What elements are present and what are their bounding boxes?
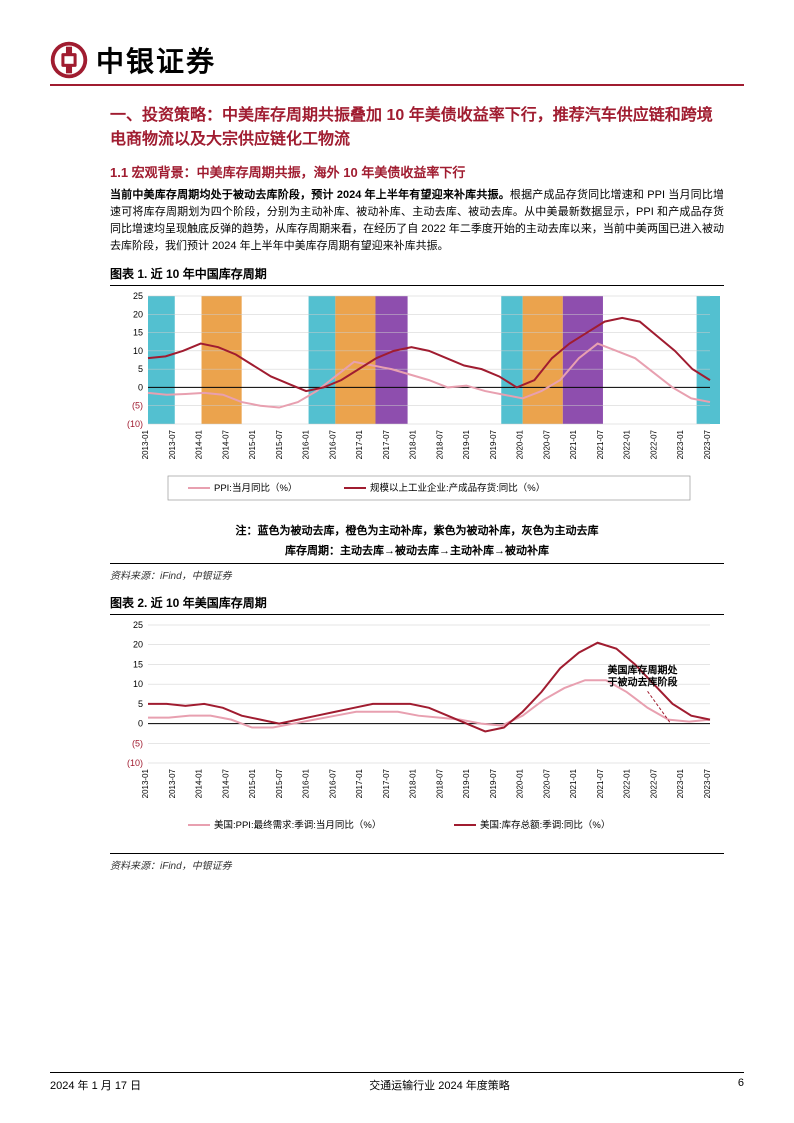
svg-text:2013-01: 2013-01 xyxy=(141,768,150,798)
svg-text:0: 0 xyxy=(138,383,143,393)
svg-text:2023-07: 2023-07 xyxy=(703,768,712,798)
svg-text:5: 5 xyxy=(138,364,143,374)
footer-page: 6 xyxy=(738,1077,744,1093)
svg-text:2020-01: 2020-01 xyxy=(516,768,525,798)
chart2-title: 图表 2. 近 10 年美国库存周期 xyxy=(110,594,724,615)
svg-text:2015-01: 2015-01 xyxy=(248,768,257,798)
svg-text:2022-01: 2022-01 xyxy=(623,768,632,798)
footer-date: 2024 年 1 月 17 日 xyxy=(50,1077,141,1093)
svg-text:2021-01: 2021-01 xyxy=(569,768,578,798)
svg-text:2023-01: 2023-01 xyxy=(676,430,685,460)
chart2: (10) (5) 0 5 10 15 20 25 2013-01 2013-07 2014-01 20… xyxy=(110,619,724,849)
svg-text:2017-07: 2017-07 xyxy=(382,768,391,798)
svg-text:美国:PPI:最终需求:季调:当月同比（%）: 美国:PPI:最终需求:季调:当月同比（%） xyxy=(214,819,381,831)
svg-text:15: 15 xyxy=(133,659,143,669)
svg-text:2014-07: 2014-07 xyxy=(221,768,230,798)
svg-text:于被动去库阶段: 于被动去库阶段 xyxy=(608,675,678,688)
svg-text:2015-07: 2015-07 xyxy=(275,430,284,460)
page-header: 中银证券 xyxy=(50,40,744,86)
svg-text:0: 0 xyxy=(138,719,143,729)
chart1-source: 资料来源：iFind，中银证券 xyxy=(110,563,724,582)
page-footer: 2024 年 1 月 17 日 交通运输行业 2024 年度策略 6 xyxy=(50,1072,744,1093)
svg-text:2017-01: 2017-01 xyxy=(355,430,364,460)
svg-text:2014-01: 2014-01 xyxy=(195,768,204,798)
svg-text:25: 25 xyxy=(133,291,143,301)
svg-text:2022-01: 2022-01 xyxy=(623,430,632,460)
svg-text:美国库存周期处: 美国库存周期处 xyxy=(608,663,679,676)
svg-text:(5): (5) xyxy=(132,401,143,411)
svg-text:2015-07: 2015-07 xyxy=(275,768,284,798)
svg-text:2021-01: 2021-01 xyxy=(569,430,578,460)
chart1-title: 图表 1. 近 10 年中国库存周期 xyxy=(110,265,724,286)
svg-text:2014-01: 2014-01 xyxy=(195,430,204,460)
svg-text:2022-07: 2022-07 xyxy=(649,430,658,460)
svg-text:2018-07: 2018-07 xyxy=(435,768,444,798)
chart1-svg: (10) (5) 0 5 10 15 20 25 2013-01 2013-07 2014-01 20… xyxy=(110,290,720,520)
svg-text:2017-01: 2017-01 xyxy=(355,768,364,798)
svg-text:2018-01: 2018-01 xyxy=(409,430,418,460)
svg-text:2023-07: 2023-07 xyxy=(703,430,712,460)
company-logo-icon xyxy=(50,41,88,79)
svg-text:2017-07: 2017-07 xyxy=(382,430,391,460)
svg-text:2016-07: 2016-07 xyxy=(328,430,337,460)
svg-text:2016-07: 2016-07 xyxy=(328,768,337,798)
paragraph: 当前中美库存周期均处于被动去库阶段，预计 2024 年上半年有望迎来补库共振。根… xyxy=(110,187,724,255)
svg-text:2016-01: 2016-01 xyxy=(302,768,311,798)
chart1: (10) (5) 0 5 10 15 20 25 2013-01 2013-07 2014-01 20… xyxy=(110,290,724,520)
svg-text:2019-01: 2019-01 xyxy=(462,430,471,460)
chart2-source: 资料来源：iFind，中银证券 xyxy=(110,853,724,872)
svg-text:5: 5 xyxy=(138,699,143,709)
brand-name: 中银证券 xyxy=(96,40,216,80)
svg-text:2013-07: 2013-07 xyxy=(168,768,177,798)
svg-text:PPI:当月同比（%）: PPI:当月同比（%） xyxy=(214,482,297,494)
svg-text:2014-07: 2014-07 xyxy=(221,430,230,460)
svg-text:2020-07: 2020-07 xyxy=(542,430,551,460)
svg-text:10: 10 xyxy=(133,679,143,689)
svg-text:2013-07: 2013-07 xyxy=(168,430,177,460)
svg-text:2021-07: 2021-07 xyxy=(596,768,605,798)
svg-text:2021-07: 2021-07 xyxy=(596,430,605,460)
svg-text:15: 15 xyxy=(133,328,143,338)
svg-text:10: 10 xyxy=(133,346,143,356)
svg-text:2018-01: 2018-01 xyxy=(409,768,418,798)
svg-text:2023-01: 2023-01 xyxy=(676,768,685,798)
svg-text:2019-01: 2019-01 xyxy=(462,768,471,798)
svg-text:(10): (10) xyxy=(127,758,143,768)
chart1-note1: 注：蓝色为被动去库，橙色为主动补库，紫色为被动补库，灰色为主动去库 xyxy=(110,524,724,539)
chart1-note2: 库存周期：主动去库→被动去库→主动补库→被动补库 xyxy=(110,544,724,559)
svg-text:20: 20 xyxy=(133,640,143,650)
svg-text:(5): (5) xyxy=(132,738,143,748)
svg-text:规模以上工业企业:产成品存货:同比（%）: 规模以上工业企业:产成品存货:同比（%） xyxy=(370,482,545,494)
section-title: 一、投资策略：中美库存周期共振叠加 10 年美债收益率下行，推荐汽车供应链和跨境… xyxy=(110,104,724,152)
svg-text:2016-01: 2016-01 xyxy=(302,430,311,460)
svg-text:2022-07: 2022-07 xyxy=(649,768,658,798)
svg-text:2013-01: 2013-01 xyxy=(141,430,150,460)
svg-text:2020-01: 2020-01 xyxy=(516,430,525,460)
svg-text:2019-07: 2019-07 xyxy=(489,430,498,460)
subsection-title: 1.1 宏观背景：中美库存周期共振，海外 10 年美债收益率下行 xyxy=(110,162,724,181)
paragraph-bold: 当前中美库存周期均处于被动去库阶段，预计 2024 年上半年有望迎来补库共振。 xyxy=(110,189,510,201)
svg-text:2020-07: 2020-07 xyxy=(542,768,551,798)
svg-text:20: 20 xyxy=(133,309,143,319)
svg-text:美国:库存总额:季调:同比（%）: 美国:库存总额:季调:同比（%） xyxy=(480,819,610,831)
chart2-svg: (10) (5) 0 5 10 15 20 25 2013-01 2013-07 2014-01 20… xyxy=(110,619,720,849)
svg-text:2019-07: 2019-07 xyxy=(489,768,498,798)
svg-text:(10): (10) xyxy=(127,419,143,429)
svg-text:25: 25 xyxy=(133,620,143,630)
svg-text:2018-07: 2018-07 xyxy=(435,430,444,460)
svg-text:2015-01: 2015-01 xyxy=(248,430,257,460)
footer-doc-title: 交通运输行业 2024 年度策略 xyxy=(369,1077,510,1093)
